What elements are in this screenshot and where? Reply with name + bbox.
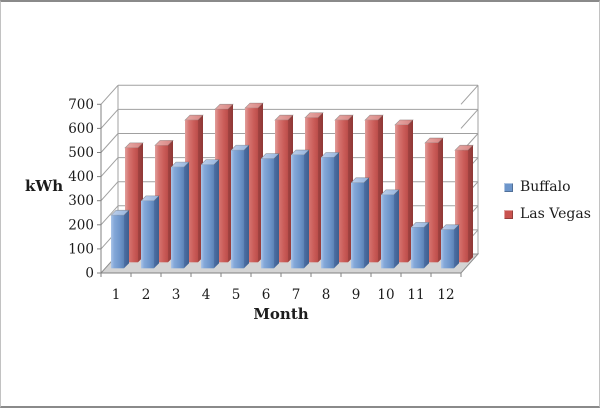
bar-buffalo-side <box>274 153 279 269</box>
bar-buffalo-side <box>334 152 339 269</box>
bar-buffalo-side <box>454 224 459 269</box>
y-tick-label: 500 <box>68 145 94 161</box>
bar-buffalo <box>141 200 154 269</box>
y-tick-label: 200 <box>68 217 94 233</box>
gridline-left-wall <box>100 205 119 226</box>
x-tick-label: 2 <box>142 287 151 303</box>
gridline-right-wall <box>460 109 479 129</box>
bar-buffalo <box>171 167 184 269</box>
y-axis-title: kWh <box>25 177 64 195</box>
y-tick-label: 700 <box>68 97 94 113</box>
chart-legend: Buffalo Las Vegas <box>504 180 591 221</box>
bar-buffalo-side <box>244 145 249 269</box>
x-tick-label: 1 <box>112 287 121 303</box>
x-tick-label: 7 <box>292 287 301 303</box>
legend-item-las-vegas: Las Vegas <box>504 207 591 221</box>
x-tick-label: 3 <box>172 287 181 303</box>
gridline-left-wall <box>100 84 119 105</box>
gridline-left-wall <box>100 181 119 202</box>
y-tick-label: 600 <box>68 121 94 137</box>
gridline-left-wall <box>100 133 119 153</box>
x-tick-label: 11 <box>407 287 424 303</box>
bar-buffalo-side <box>154 195 159 269</box>
x-tick-label: 12 <box>437 287 454 303</box>
x-tick-label: 8 <box>322 287 331 303</box>
bar-buffalo-side <box>124 210 129 269</box>
bar-buffalo <box>351 182 364 269</box>
bar-buffalo-side <box>184 162 189 269</box>
x-tick-label: 4 <box>202 287 211 303</box>
bar-buffalo-side <box>214 159 219 269</box>
las-vegas-series-swatch-icon <box>504 209 513 219</box>
x-tick-label: 9 <box>352 287 361 303</box>
bar-buffalo-side <box>364 177 369 269</box>
y-tick-label: 100 <box>68 241 94 257</box>
x-tick-label: 6 <box>262 287 271 303</box>
bar-buffalo <box>411 227 424 269</box>
bar-las-vegas-side <box>468 145 473 263</box>
bar-buffalo <box>441 229 454 269</box>
legend-item-buffalo: Buffalo <box>504 180 591 194</box>
y-tick-label: 0 <box>85 266 94 282</box>
bar-buffalo-side <box>394 189 399 269</box>
gridline-right-wall <box>460 84 479 105</box>
y-tick-label: 400 <box>68 169 94 185</box>
bar-buffalo <box>321 157 334 269</box>
legend-label-las-vegas: Las Vegas <box>520 206 591 222</box>
bar-buffalo-side <box>304 150 309 269</box>
bar-buffalo <box>111 215 124 269</box>
bar-buffalo <box>231 150 244 269</box>
x-tick-label: 5 <box>232 287 241 303</box>
x-tick-label: 10 <box>377 287 394 303</box>
legend-label-buffalo: Buffalo <box>520 179 571 195</box>
gridline-left-wall <box>100 157 119 177</box>
bar-buffalo <box>291 155 304 269</box>
bar-buffalo <box>201 164 214 269</box>
bar-buffalo-side <box>424 222 429 269</box>
bar-buffalo <box>261 158 274 269</box>
y-tick-label: 300 <box>68 193 94 209</box>
buffalo-series-swatch-icon <box>504 182 513 192</box>
gridline-left-wall <box>100 109 119 129</box>
x-axis-title: Month <box>253 305 309 323</box>
bar-buffalo <box>381 194 394 269</box>
